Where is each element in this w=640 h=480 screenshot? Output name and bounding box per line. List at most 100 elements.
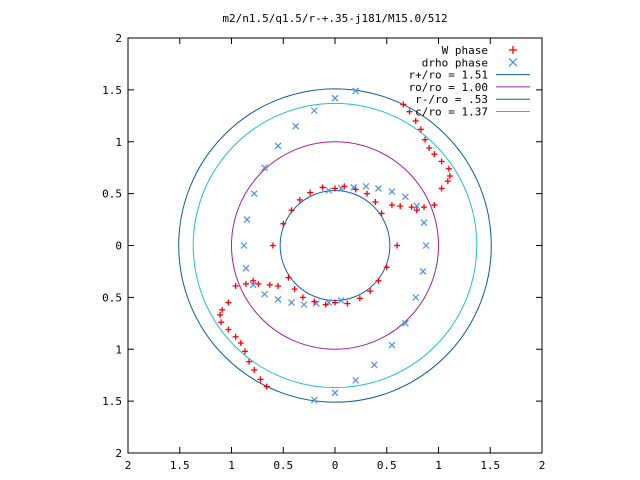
x-tick-label: 2 <box>539 459 546 472</box>
w-phase-point <box>319 184 326 191</box>
w-phase-point <box>431 151 438 158</box>
drho-phase-point <box>413 202 421 210</box>
reference-circle <box>279 190 391 301</box>
w-phase-point <box>413 207 420 214</box>
drho-phase-point <box>242 264 250 272</box>
w-phase-point <box>250 277 257 284</box>
w-phase-point <box>445 165 452 172</box>
w-phase-point <box>225 326 232 333</box>
legend-label: W phase <box>442 44 488 57</box>
w-phase-point <box>263 383 270 390</box>
w-phase-point <box>383 264 390 271</box>
w-phase-point <box>332 185 338 192</box>
drho-phase-point <box>261 290 269 298</box>
w-phase-point <box>288 207 295 214</box>
drho-phase-point <box>375 185 382 192</box>
drho-phase-point <box>362 182 370 190</box>
drho-phase-point <box>337 297 345 304</box>
drho-phase-series <box>240 87 430 404</box>
w-phase-point <box>375 277 382 284</box>
w-phase-point <box>431 202 438 209</box>
drho-phase-point <box>370 361 378 369</box>
w-phase-point <box>341 183 348 190</box>
drho-phase-point <box>419 268 427 275</box>
chart-title: m2/n1.5/q1.5/r-+.35-j181/M15.0/512 <box>222 12 447 25</box>
drho-phase-point <box>325 187 333 194</box>
legend-label: c/ro = 1.37 <box>415 106 488 119</box>
w-phase-point <box>372 198 379 205</box>
w-phase-point <box>241 348 248 355</box>
w-phase-point <box>397 203 404 210</box>
drho-phase-point <box>388 341 396 349</box>
w-phase-series <box>217 101 453 390</box>
drho-phase-point <box>249 281 257 289</box>
w-phase-point <box>257 376 264 383</box>
w-phase-point <box>242 280 249 287</box>
w-phase-point <box>232 282 239 289</box>
y-tick-label: 2 <box>115 447 122 460</box>
w-phase-point <box>255 280 262 287</box>
drho-phase-point <box>401 319 409 327</box>
w-phase-point <box>352 186 359 193</box>
x-tick-label: 1 <box>228 459 235 472</box>
w-phase-point <box>322 301 329 308</box>
reference-circle <box>231 141 439 350</box>
y-tick-label: 0.5 <box>102 291 122 304</box>
w-phase-point <box>296 196 303 203</box>
w-phase-point <box>417 126 424 133</box>
x-tick-label: 0 <box>332 459 339 472</box>
w-phase-point <box>438 158 445 165</box>
w-phase-point <box>291 286 298 293</box>
drho-phase-point <box>331 389 339 397</box>
x-tick-label: 1.5 <box>170 459 190 472</box>
drho-phase-point <box>261 164 269 172</box>
drho-phase-point <box>352 87 360 95</box>
drho-phase-point <box>243 216 251 223</box>
drho-phase-point <box>250 190 258 198</box>
x-tick-label: 1.5 <box>480 459 500 472</box>
w-phase-point <box>344 300 351 307</box>
w-phase-point <box>422 136 429 143</box>
x-tick-label: 0.5 <box>273 459 293 472</box>
w-phase-point <box>237 340 244 347</box>
w-phase-point <box>299 294 306 301</box>
x-tick-label: 2 <box>125 459 132 472</box>
reference-circle <box>178 88 492 403</box>
w-phase-point <box>280 220 287 227</box>
x-tick-label: 1 <box>435 459 442 472</box>
w-phase-point <box>421 204 428 211</box>
drho-phase-point <box>401 193 409 201</box>
legend-label: r+/ro = 1.51 <box>409 69 488 82</box>
w-phase-point <box>388 202 395 209</box>
legend-label: ro/ro = 1.00 <box>409 81 488 94</box>
w-phase-point <box>311 298 318 305</box>
drho-phase-point <box>310 107 318 115</box>
legend-marker <box>508 57 518 67</box>
drho-phase-point <box>310 396 318 404</box>
w-phase-point <box>269 242 276 249</box>
drho-phase-point <box>352 376 360 384</box>
w-phase-point <box>444 178 451 185</box>
w-phase-point <box>378 210 385 217</box>
drho-phase-point <box>412 293 420 301</box>
w-phase-point <box>412 118 419 124</box>
y-tick-label: 0 <box>115 240 122 253</box>
w-phase-point <box>307 189 314 196</box>
w-phase-point <box>438 185 445 192</box>
reference-circles <box>178 88 492 403</box>
w-phase-point <box>246 358 253 365</box>
y-tick-label: 1.5 <box>102 84 122 97</box>
drho-phase-point <box>331 94 339 102</box>
w-phase-point <box>408 204 415 211</box>
drho-phase-point <box>274 296 282 303</box>
w-phase-point <box>364 190 371 197</box>
x-tick-label: 0.5 <box>377 459 397 472</box>
drho-phase-point <box>420 219 428 227</box>
w-phase-point <box>426 144 433 151</box>
w-phase-point <box>225 299 232 306</box>
w-phase-point <box>285 274 292 281</box>
y-tick-label: 1 <box>115 136 122 149</box>
legend-label: drho phase <box>422 56 488 69</box>
